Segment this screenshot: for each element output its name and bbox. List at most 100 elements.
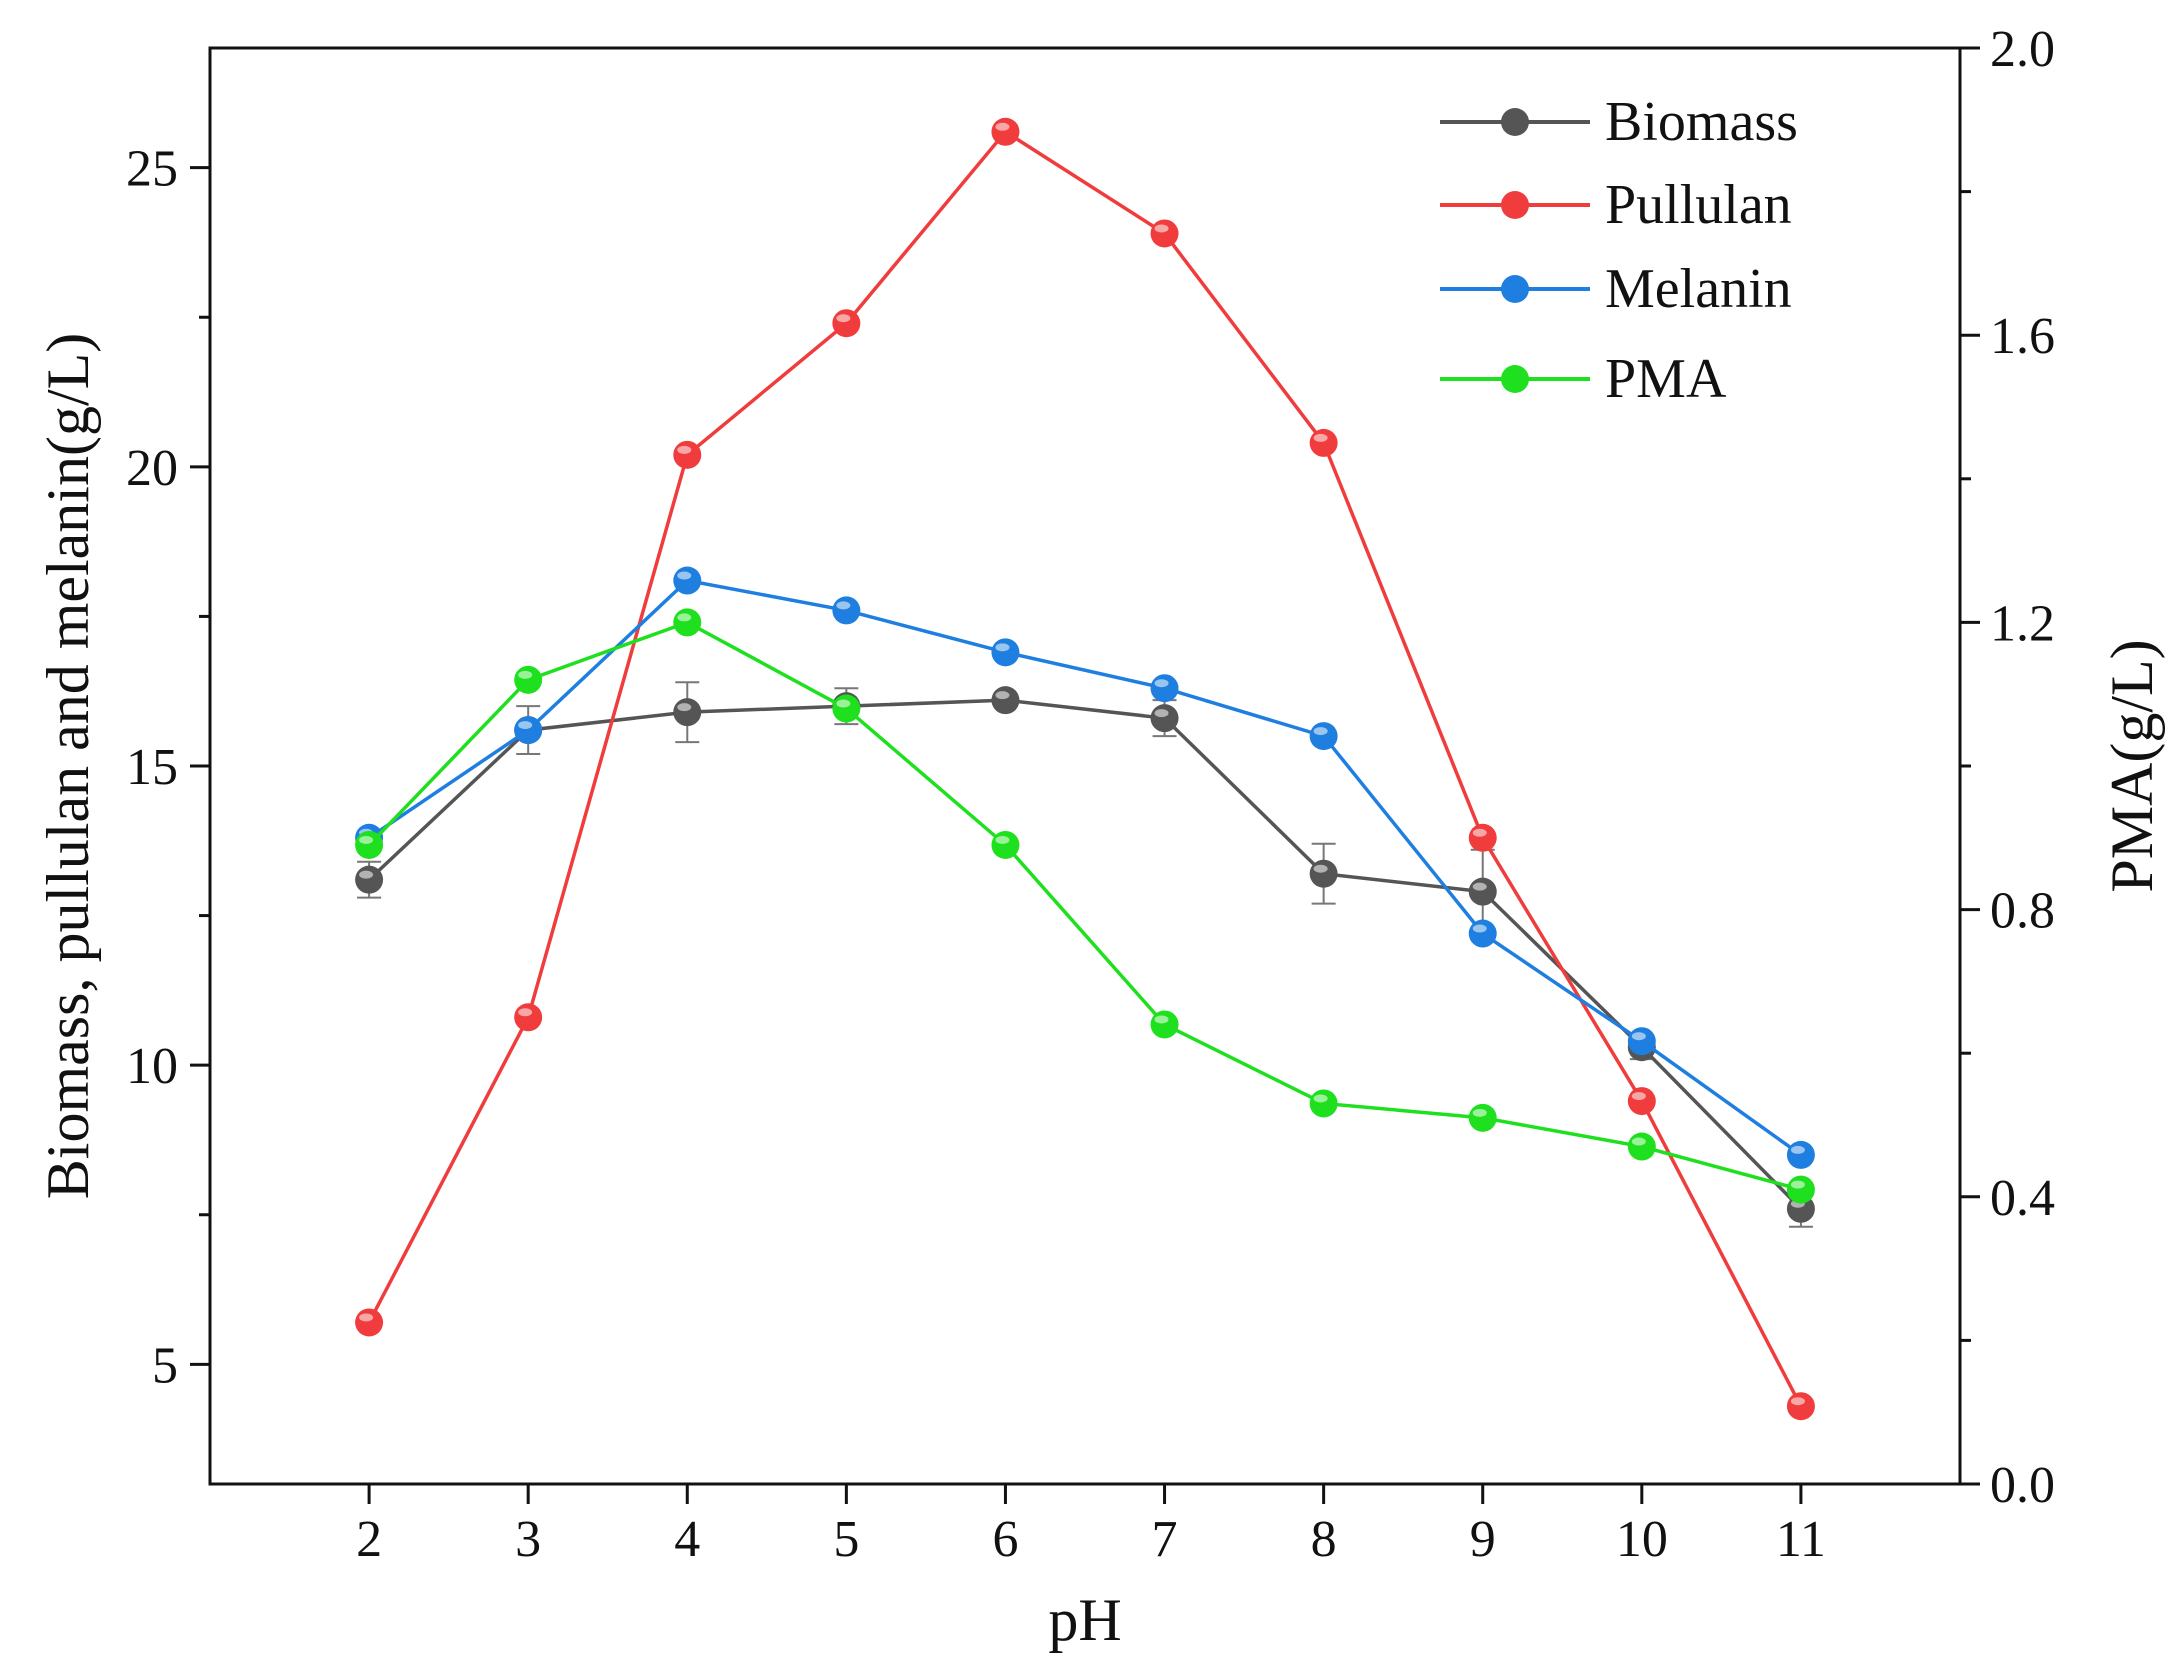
right-tick-label: 1.2 — [1990, 595, 2055, 652]
data-point-highlight — [677, 703, 692, 712]
data-point-pullulan — [355, 1308, 384, 1337]
data-point-highlight — [1154, 679, 1169, 688]
legend-label-melanin: Melanin — [1605, 258, 1792, 320]
data-point-pullulan — [1309, 428, 1338, 457]
left-tick-label: 5 — [152, 1337, 178, 1394]
data-point-melanin — [1468, 919, 1497, 948]
data-point-highlight — [995, 122, 1010, 131]
data-point-biomass — [1468, 877, 1497, 906]
data-point-pullulan — [991, 117, 1020, 146]
data-point-highlight — [1313, 864, 1328, 873]
data-point-highlight — [518, 670, 533, 679]
data-point-pullulan — [514, 1003, 543, 1032]
legend: Biomass Pullulan Melanin PMA — [1440, 91, 1798, 410]
right-tick-label: 2.0 — [1990, 21, 2055, 78]
data-point-pma — [1786, 1175, 1815, 1204]
data-point-highlight — [359, 1313, 374, 1322]
series-biomass — [355, 681, 1815, 1228]
data-point-highlight — [836, 699, 851, 708]
series-line-biomass — [367, 698, 1803, 1210]
data-point-melanin — [1150, 674, 1179, 703]
legend-marker-pma — [1501, 365, 1529, 393]
data-point-highlight — [1472, 924, 1487, 933]
data-point-pma — [991, 830, 1020, 859]
legend-label-pma: PMA — [1605, 348, 1727, 410]
right-tick-label: 0.0 — [1990, 1457, 2055, 1514]
x-tick-label: 3 — [515, 1511, 541, 1568]
data-point-biomass — [355, 865, 384, 894]
data-point-highlight — [1790, 1397, 1805, 1406]
data-point-highlight — [1154, 709, 1169, 718]
data-point-highlight — [1631, 1137, 1646, 1146]
data-point-pullulan — [1786, 1392, 1815, 1421]
legend-marker-pullulan — [1501, 191, 1529, 219]
x-axis-title: pH — [1048, 1587, 1121, 1653]
data-point-pma — [832, 694, 861, 723]
data-point-pma — [514, 665, 543, 694]
data-point-pma — [355, 830, 384, 859]
data-point-melanin — [514, 716, 543, 745]
x-tick-label: 4 — [674, 1511, 700, 1568]
data-point-biomass — [1150, 704, 1179, 733]
data-point-pullulan — [1150, 219, 1179, 248]
data-point-pullulan — [673, 440, 702, 469]
data-point-highlight — [1472, 1108, 1487, 1117]
series-line-melanin — [368, 578, 1802, 1157]
data-point-pullulan — [1627, 1087, 1656, 1116]
legend-item-pma: PMA — [1440, 348, 1727, 410]
data-point-highlight — [836, 314, 851, 323]
data-point-highlight — [1154, 224, 1169, 233]
x-tick-label: 10 — [1616, 1511, 1668, 1568]
series-pullulan — [355, 117, 1815, 1421]
data-point-biomass — [673, 698, 702, 727]
x-tick-label: 11 — [1776, 1511, 1826, 1568]
left-tick-label: 15 — [126, 739, 178, 796]
x-tick-label: 2 — [356, 1511, 382, 1568]
legend-label-pullulan: Pullulan — [1605, 174, 1792, 236]
legend-item-melanin: Melanin — [1440, 258, 1792, 320]
data-point-melanin — [1309, 722, 1338, 751]
data-point-highlight — [359, 835, 374, 844]
legend-marker-biomass — [1501, 108, 1529, 136]
data-point-highlight — [995, 691, 1010, 700]
data-point-pma — [673, 608, 702, 637]
data-point-melanin — [832, 596, 861, 625]
data-point-pma — [1309, 1089, 1338, 1118]
series-melanin — [355, 566, 1815, 1169]
data-point-pullulan — [832, 309, 861, 338]
legend-item-biomass: Biomass — [1440, 91, 1798, 153]
right-tick-label: 0.4 — [1990, 1170, 2055, 1227]
data-point-melanin — [673, 566, 702, 595]
data-point-highlight — [359, 870, 374, 879]
series-line-pma — [367, 620, 1802, 1192]
left-tick-label: 20 — [126, 440, 178, 497]
series-pma — [355, 608, 1815, 1204]
data-point-highlight — [995, 643, 1010, 652]
right-tick-label: 0.8 — [1990, 883, 2055, 940]
x-tick-label: 7 — [1152, 1511, 1178, 1568]
data-point-highlight — [1154, 1015, 1169, 1024]
x-tick-label: 5 — [833, 1511, 859, 1568]
data-point-highlight — [836, 601, 851, 610]
data-point-melanin — [991, 638, 1020, 667]
right-tick-label: 1.6 — [1990, 308, 2055, 365]
left-tick-label: 25 — [126, 141, 178, 198]
data-point-highlight — [995, 835, 1010, 844]
legend-marker-melanin — [1501, 275, 1529, 303]
x-tick-label: 9 — [1470, 1511, 1496, 1568]
left-tick-label: 10 — [126, 1038, 178, 1095]
x-tick-label: 8 — [1311, 1511, 1337, 1568]
series-layer — [355, 117, 1815, 1421]
data-point-highlight — [1631, 1092, 1646, 1101]
data-point-melanin — [1627, 1027, 1656, 1056]
data-point-pma — [1468, 1103, 1497, 1132]
data-point-highlight — [1472, 828, 1487, 837]
x-axis: 2 3 4 5 6 7 8 9 10 11 — [356, 1484, 1826, 1568]
data-point-highlight — [677, 571, 692, 580]
data-point-pma — [1627, 1132, 1656, 1161]
legend-item-pullulan: Pullulan — [1440, 174, 1792, 236]
data-point-biomass — [991, 686, 1020, 715]
data-point-highlight — [1313, 1094, 1328, 1103]
data-point-highlight — [1472, 882, 1487, 891]
